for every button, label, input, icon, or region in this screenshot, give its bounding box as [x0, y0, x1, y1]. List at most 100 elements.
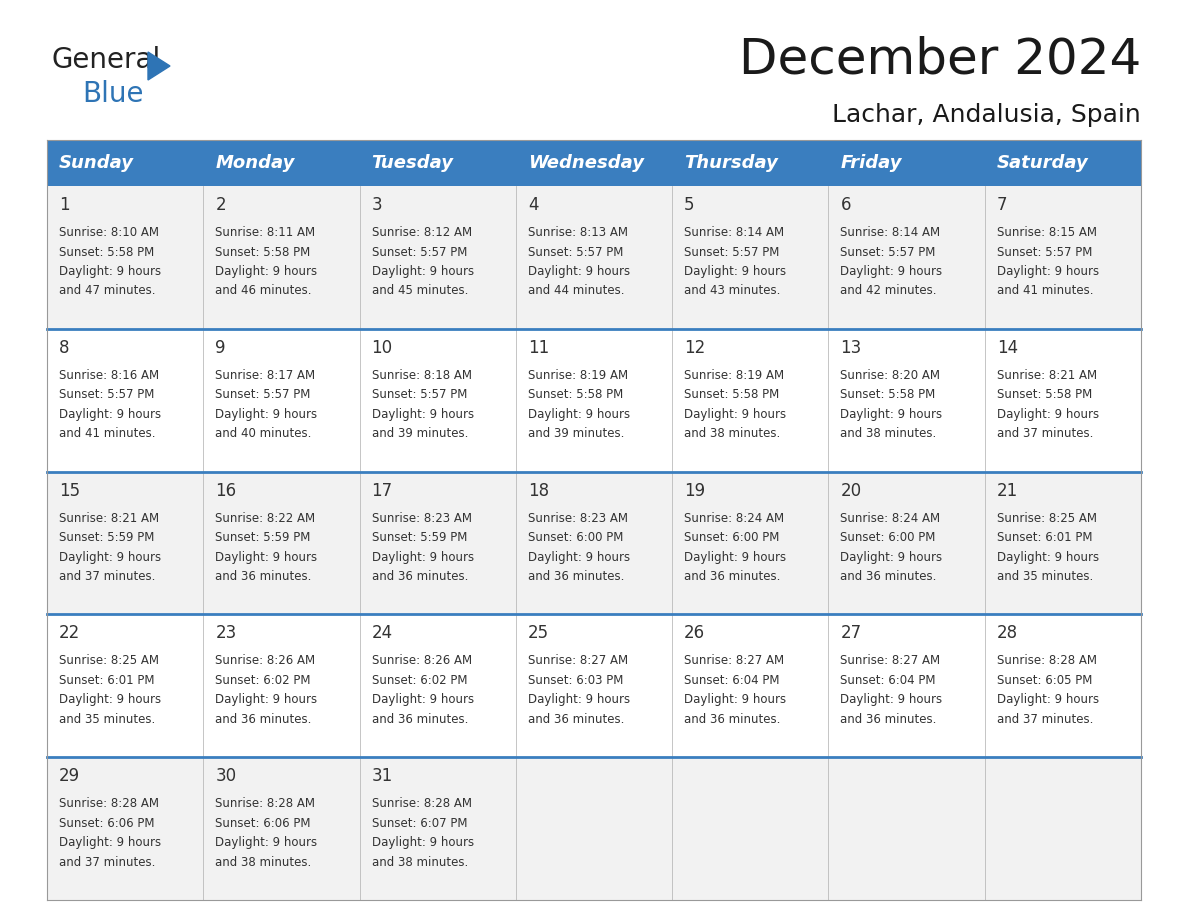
Text: 21: 21 — [997, 482, 1018, 499]
Text: Sunset: 6:02 PM: Sunset: 6:02 PM — [215, 674, 311, 687]
Text: Sunset: 5:57 PM: Sunset: 5:57 PM — [997, 245, 1092, 259]
Text: 8: 8 — [59, 339, 70, 357]
Text: Sunrise: 8:27 AM: Sunrise: 8:27 AM — [840, 655, 941, 667]
Text: Daylight: 9 hours: Daylight: 9 hours — [59, 693, 162, 706]
Text: Sunrise: 8:10 AM: Sunrise: 8:10 AM — [59, 226, 159, 239]
Text: Daylight: 9 hours: Daylight: 9 hours — [372, 836, 474, 849]
Text: 12: 12 — [684, 339, 706, 357]
Text: Sunrise: 8:25 AM: Sunrise: 8:25 AM — [997, 511, 1097, 524]
Text: Daylight: 9 hours: Daylight: 9 hours — [372, 265, 474, 278]
Text: and 36 minutes.: and 36 minutes. — [527, 713, 624, 726]
Text: Sunrise: 8:13 AM: Sunrise: 8:13 AM — [527, 226, 627, 239]
Text: 22: 22 — [59, 624, 81, 643]
Text: and 41 minutes.: and 41 minutes. — [59, 427, 156, 441]
Text: Daylight: 9 hours: Daylight: 9 hours — [215, 836, 317, 849]
Text: Sunrise: 8:12 AM: Sunrise: 8:12 AM — [372, 226, 472, 239]
Text: Daylight: 9 hours: Daylight: 9 hours — [215, 693, 317, 706]
Text: and 42 minutes.: and 42 minutes. — [840, 285, 937, 297]
Text: 3: 3 — [372, 196, 383, 214]
Text: and 43 minutes.: and 43 minutes. — [684, 285, 781, 297]
Text: Sunrise: 8:28 AM: Sunrise: 8:28 AM — [372, 797, 472, 811]
Text: Daylight: 9 hours: Daylight: 9 hours — [372, 408, 474, 420]
Text: Sunrise: 8:14 AM: Sunrise: 8:14 AM — [840, 226, 941, 239]
Text: Sunset: 6:06 PM: Sunset: 6:06 PM — [215, 817, 311, 830]
Text: Daylight: 9 hours: Daylight: 9 hours — [997, 408, 1099, 420]
Text: Sunrise: 8:28 AM: Sunrise: 8:28 AM — [215, 797, 315, 811]
Text: 10: 10 — [372, 339, 393, 357]
Text: Sunset: 6:07 PM: Sunset: 6:07 PM — [372, 817, 467, 830]
Text: Sunset: 6:01 PM: Sunset: 6:01 PM — [997, 532, 1092, 544]
Text: Daylight: 9 hours: Daylight: 9 hours — [684, 551, 786, 564]
Text: Daylight: 9 hours: Daylight: 9 hours — [840, 551, 942, 564]
Text: and 36 minutes.: and 36 minutes. — [215, 570, 311, 583]
Text: Sunrise: 8:22 AM: Sunrise: 8:22 AM — [215, 511, 315, 524]
Text: Sunset: 6:00 PM: Sunset: 6:00 PM — [527, 532, 624, 544]
Text: Friday: Friday — [840, 154, 902, 172]
Text: Sunrise: 8:28 AM: Sunrise: 8:28 AM — [59, 797, 159, 811]
Text: Sunrise: 8:21 AM: Sunrise: 8:21 AM — [997, 369, 1097, 382]
Text: 23: 23 — [215, 624, 236, 643]
Text: Daylight: 9 hours: Daylight: 9 hours — [215, 408, 317, 420]
Text: Sunset: 6:06 PM: Sunset: 6:06 PM — [59, 817, 154, 830]
Text: and 37 minutes.: and 37 minutes. — [997, 427, 1093, 441]
Text: Sunset: 5:58 PM: Sunset: 5:58 PM — [840, 388, 936, 401]
Text: Daylight: 9 hours: Daylight: 9 hours — [59, 408, 162, 420]
Text: and 36 minutes.: and 36 minutes. — [684, 713, 781, 726]
Text: Sunset: 5:58 PM: Sunset: 5:58 PM — [527, 388, 624, 401]
Text: Sunday: Sunday — [59, 154, 134, 172]
Text: Wednesday: Wednesday — [527, 154, 644, 172]
Text: and 36 minutes.: and 36 minutes. — [527, 570, 624, 583]
Text: Saturday: Saturday — [997, 154, 1088, 172]
Text: Sunrise: 8:27 AM: Sunrise: 8:27 AM — [684, 655, 784, 667]
Bar — [48, 472, 1140, 614]
Text: and 39 minutes.: and 39 minutes. — [527, 427, 624, 441]
Text: Sunset: 5:58 PM: Sunset: 5:58 PM — [997, 388, 1092, 401]
Bar — [48, 140, 1140, 186]
Text: 1: 1 — [59, 196, 70, 214]
Text: Sunset: 5:57 PM: Sunset: 5:57 PM — [215, 388, 310, 401]
Text: 14: 14 — [997, 339, 1018, 357]
Bar — [48, 329, 1140, 472]
Text: and 47 minutes.: and 47 minutes. — [59, 285, 156, 297]
Text: Blue: Blue — [82, 80, 144, 108]
Text: Sunset: 5:59 PM: Sunset: 5:59 PM — [215, 532, 310, 544]
Text: Sunrise: 8:19 AM: Sunrise: 8:19 AM — [684, 369, 784, 382]
Text: Daylight: 9 hours: Daylight: 9 hours — [997, 551, 1099, 564]
Text: Sunset: 5:59 PM: Sunset: 5:59 PM — [59, 532, 154, 544]
Text: Daylight: 9 hours: Daylight: 9 hours — [59, 265, 162, 278]
Text: and 37 minutes.: and 37 minutes. — [59, 570, 156, 583]
Text: and 40 minutes.: and 40 minutes. — [215, 427, 311, 441]
Text: Sunrise: 8:23 AM: Sunrise: 8:23 AM — [372, 511, 472, 524]
Text: and 38 minutes.: and 38 minutes. — [684, 427, 781, 441]
Text: Sunrise: 8:19 AM: Sunrise: 8:19 AM — [527, 369, 628, 382]
Text: Sunrise: 8:11 AM: Sunrise: 8:11 AM — [215, 226, 315, 239]
Text: Sunset: 5:57 PM: Sunset: 5:57 PM — [372, 388, 467, 401]
Text: and 37 minutes.: and 37 minutes. — [59, 856, 156, 868]
Text: 11: 11 — [527, 339, 549, 357]
Text: Sunrise: 8:25 AM: Sunrise: 8:25 AM — [59, 655, 159, 667]
Text: 18: 18 — [527, 482, 549, 499]
Text: and 38 minutes.: and 38 minutes. — [215, 856, 311, 868]
Text: December 2024: December 2024 — [739, 36, 1140, 84]
Text: Daylight: 9 hours: Daylight: 9 hours — [840, 408, 942, 420]
Text: Daylight: 9 hours: Daylight: 9 hours — [527, 265, 630, 278]
Text: Sunset: 6:04 PM: Sunset: 6:04 PM — [684, 674, 779, 687]
Text: Daylight: 9 hours: Daylight: 9 hours — [684, 408, 786, 420]
Text: 5: 5 — [684, 196, 695, 214]
Text: 24: 24 — [372, 624, 393, 643]
Text: Sunset: 5:58 PM: Sunset: 5:58 PM — [684, 388, 779, 401]
Text: 27: 27 — [840, 624, 861, 643]
Text: Sunset: 5:57 PM: Sunset: 5:57 PM — [840, 245, 936, 259]
Text: and 37 minutes.: and 37 minutes. — [997, 713, 1093, 726]
Text: Sunrise: 8:26 AM: Sunrise: 8:26 AM — [215, 655, 315, 667]
Text: Daylight: 9 hours: Daylight: 9 hours — [527, 551, 630, 564]
Text: and 46 minutes.: and 46 minutes. — [215, 285, 311, 297]
Text: Sunset: 6:03 PM: Sunset: 6:03 PM — [527, 674, 624, 687]
Text: 4: 4 — [527, 196, 538, 214]
Text: and 44 minutes.: and 44 minutes. — [527, 285, 625, 297]
Text: Sunset: 5:58 PM: Sunset: 5:58 PM — [59, 245, 154, 259]
Text: Sunrise: 8:26 AM: Sunrise: 8:26 AM — [372, 655, 472, 667]
Text: and 36 minutes.: and 36 minutes. — [215, 713, 311, 726]
Text: Sunrise: 8:23 AM: Sunrise: 8:23 AM — [527, 511, 627, 524]
Text: Daylight: 9 hours: Daylight: 9 hours — [997, 265, 1099, 278]
